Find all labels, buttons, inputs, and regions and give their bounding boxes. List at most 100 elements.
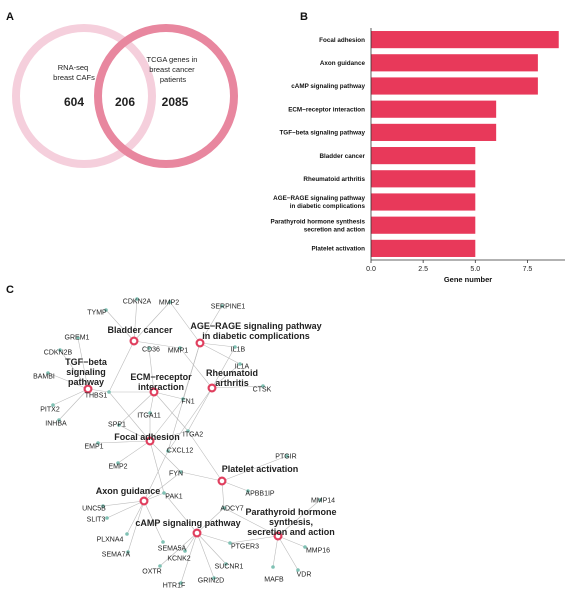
gene-node-ctsk (261, 384, 265, 388)
gene-node-apbb1ip (246, 489, 250, 493)
category-label-axon-guidance: Axon guidance (320, 60, 366, 67)
gene-node-bambi (46, 371, 50, 375)
edge-axon-unc5b (102, 500, 145, 507)
pathway-label-focal: Focal adhesion (114, 432, 180, 442)
pathway-node-platelet (217, 476, 227, 486)
gene-node-pitx2 (51, 403, 55, 407)
edge-pth-adcy7 (223, 507, 279, 537)
edge-tgf-cdkn2b (59, 349, 89, 390)
gene-label-bambi: BAMBI (33, 374, 55, 381)
gene-label-fyn: FYN (169, 471, 183, 478)
bar-chart-x-ticks: 0.0 2.5 5.0 7.5 (366, 260, 532, 273)
edge-agerage-il1b (199, 342, 236, 348)
edge-focal-emp1 (97, 440, 151, 444)
bar-camp-signaling-pathway (371, 77, 538, 95)
pathway-label-line: Platelet activation (222, 464, 299, 474)
category-label-line: in diabetic complications (290, 203, 366, 210)
pathway-node-rheum (207, 383, 217, 393)
category-label-line: Rheumatoid arthritis (303, 176, 365, 183)
pathway-label-line: in diabetic complications (202, 331, 310, 341)
pathway-label-bladder: Bladder cancer (107, 325, 173, 335)
network-nodes (46, 297, 322, 585)
gene-node-vdr (296, 568, 300, 572)
venn-overlap-count: 206 (115, 95, 135, 109)
gene-node-spp1 (117, 423, 121, 427)
edge-bladder-thbs1 (108, 340, 135, 393)
gene-node-sucnr1 (224, 562, 228, 566)
gene-label-ptgir: PTGIR (275, 454, 296, 461)
gene-node-mmp16 (303, 545, 307, 549)
edge-camp-grin2d (196, 532, 215, 579)
pathway-node-camp (192, 528, 202, 538)
edge-focal-spp1 (118, 424, 151, 442)
bar-chart-category-labels: Focal adhesion Axon guidance cAMP signalin… (271, 37, 366, 253)
edge-platelet-apbb1ip (221, 480, 249, 492)
network-labels: CDKN2A MMP2 TYMP SERPINE1 GREM1 CDKN2B CD36 MMP… (33, 299, 336, 590)
gene-node-mmp14 (318, 498, 322, 502)
gene-label-apbb1ip: APBB1IP (245, 491, 275, 498)
bar-axon-guidance (371, 54, 538, 72)
edge-rheum-cxcl12 (167, 387, 213, 452)
category-label-line: secretion and action (304, 226, 365, 233)
pathway-label-tgf: TGF−beta signaling pathway (65, 357, 108, 387)
pathway-label-ecm: ECM−receptor interaction (130, 372, 192, 392)
edge-platelet-fyn (180, 471, 223, 482)
gene-node-itga2 (186, 429, 190, 433)
x-tick-label-7-5: 7.5 (523, 266, 533, 273)
pathway-node-focal (145, 436, 155, 446)
gene-node-thbs1 (107, 390, 111, 394)
edge-bladder-mmp2 (133, 301, 171, 342)
gene-node-mmp1 (178, 346, 182, 350)
venn-panel: A RNA-seq breast CAFs 604 206 TCGA genes… (6, 11, 238, 168)
bar-platelet-activation (371, 239, 476, 257)
pathway-label-line: signaling (66, 367, 106, 377)
gene-node-plxna4 (125, 532, 129, 536)
edge-bladder-mmp1 (133, 340, 181, 349)
gene-node-cdkn2b (58, 348, 62, 352)
bar-rheumatoid-arthritis (371, 170, 476, 188)
edge-agerage-serpine1 (199, 305, 223, 344)
gene-node-inhba (57, 418, 61, 422)
pathway-label-camp: cAMP signaling pathway (135, 518, 240, 528)
edge-platelet-adcy7 (221, 480, 225, 509)
edge-ecm-itga2 (153, 391, 189, 432)
x-tick-label-0-0: 0.0 (366, 266, 376, 273)
edge-focal-pak1 (149, 440, 165, 494)
pathway-label-line: synthesis, (269, 517, 313, 527)
gene-node-mmp2 (168, 300, 172, 304)
pathway-node-tgf (83, 384, 93, 394)
gene-label-il1b: IL1B (231, 347, 246, 354)
gene-label-cd36: CD36 (142, 347, 160, 354)
venn-left-label-line: breast CAFs (53, 73, 95, 82)
category-label-line: Parathyroid hormone synthesis (271, 218, 366, 225)
gene-label-kcnk2: KCNK2 (167, 556, 190, 563)
edge-tgf-bambi (47, 372, 89, 390)
category-label-line: cAMP signaling pathway (291, 83, 365, 90)
edge-bladder-tymp (105, 309, 135, 342)
edge-camp-adcy7 (196, 507, 225, 534)
gene-label-mmp16: MMP16 (306, 548, 330, 555)
edge-agerage-cxcl12 (167, 342, 201, 452)
category-label-parathyroid-hormone-synthesis-secretion-and-action: Parathyroid hormone synthesis secretion a… (271, 218, 366, 233)
gene-node-serpine1 (220, 304, 224, 308)
venn-left-count: 604 (64, 95, 84, 109)
gene-label-thbs1: THBS1 (85, 393, 108, 400)
venn-right-count: 2085 (162, 95, 189, 109)
panel-letter-b: B (300, 11, 308, 23)
gene-label-inhba: INHBA (45, 421, 67, 428)
pathway-node-pth (273, 531, 283, 541)
edge-axon-fyn (143, 471, 182, 502)
gene-node-il1a (238, 362, 242, 366)
gene-node-oxtr (158, 564, 162, 568)
gene-label-grin2d: GRIN2D (198, 578, 224, 585)
gene-label-cdkn2a: CDKN2A (123, 299, 152, 306)
venn-circle-rna-seq (12, 24, 156, 168)
edge-agerage-mmp2 (169, 301, 201, 344)
gene-node-cdkn2a (135, 297, 139, 301)
edge-pth-vdr (277, 535, 299, 571)
pathway-label-line: arthritis (215, 378, 249, 388)
gene-label-oxtr: OXTR (142, 569, 161, 576)
pathway-label-line: Parathyroid hormone (245, 507, 336, 517)
gene-label-mmp2: MMP2 (159, 300, 179, 307)
